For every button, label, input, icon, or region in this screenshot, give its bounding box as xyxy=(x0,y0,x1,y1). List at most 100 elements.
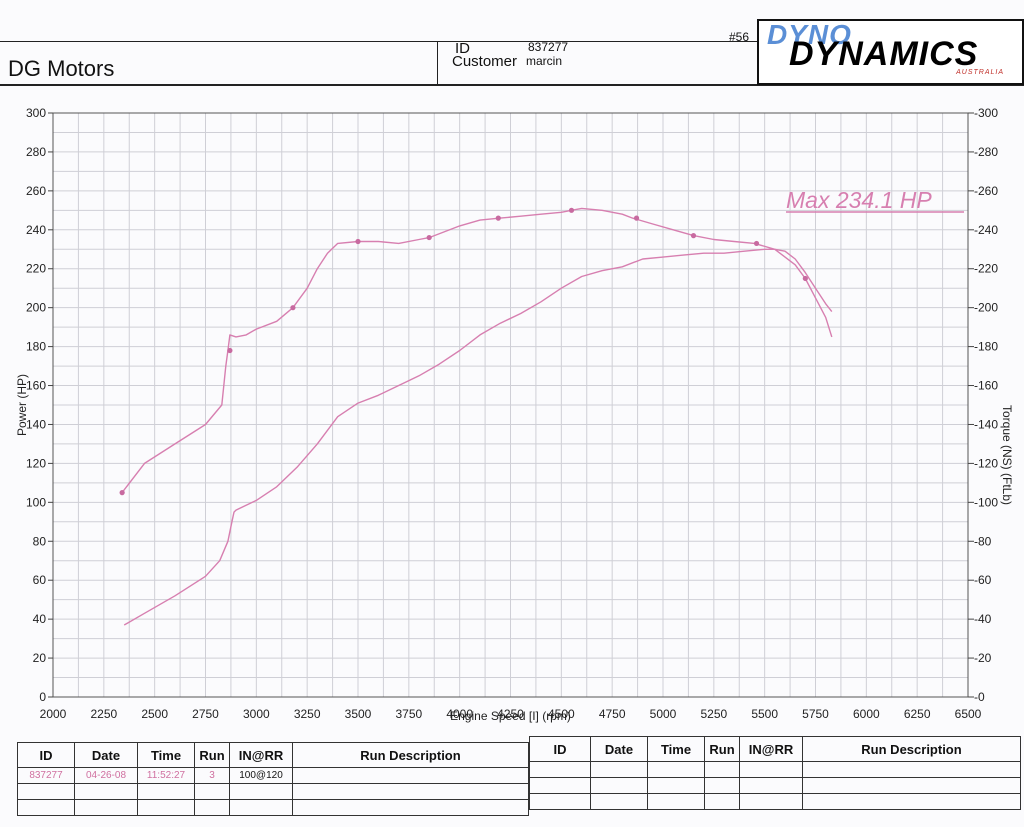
col-inrr: IN@RR xyxy=(739,736,803,762)
table-row xyxy=(529,777,1021,794)
y2-tick-label: -260 xyxy=(974,184,998,198)
y-tick-label: 160 xyxy=(26,379,46,393)
table-row xyxy=(529,761,1021,778)
y2-axis-ticks: -0 -20 -40 -60 -80 -100 -120 -140 -160 -180 -200 -2… xyxy=(968,106,998,704)
y-axis-ticks: 0 20 40 60 80 100 120 140 160 180 200 220 240 260 280 3… xyxy=(26,106,53,704)
table-row xyxy=(529,793,1021,810)
col-time: Time xyxy=(647,736,705,762)
curve-point xyxy=(633,215,640,221)
y2-tick-label: -180 xyxy=(974,340,998,354)
runs-header-row: ID Date Time Run IN@RR Run Description xyxy=(529,736,1021,762)
x-tick-label: 4500 xyxy=(548,707,575,721)
y-tick-label: 140 xyxy=(26,417,46,431)
chart-grid xyxy=(52,112,969,698)
y2-tick-label: -200 xyxy=(974,301,998,315)
y-tick-label: 300 xyxy=(26,106,46,120)
col-id: ID xyxy=(529,736,591,762)
curve-point xyxy=(802,275,808,282)
curve-point xyxy=(690,233,697,239)
header-top-rule xyxy=(0,41,757,42)
power-curve xyxy=(121,207,833,494)
header-bottom-rule xyxy=(0,84,1024,86)
x-tick-label: 5500 xyxy=(751,707,778,721)
y-tick-label: 220 xyxy=(26,262,46,276)
y-tick-label: 20 xyxy=(33,651,47,665)
logo-line-2: DYNAMICS xyxy=(789,35,979,73)
y2-tick-label: -300 xyxy=(974,106,998,120)
runs-table-right: ID Date Time Run IN@RR Run Description xyxy=(529,736,1021,810)
col-date: Date xyxy=(590,736,648,762)
id-value: 837277 xyxy=(528,40,569,54)
x-tick-label: 4000 xyxy=(446,707,473,721)
y-tick-label: 240 xyxy=(26,223,46,237)
col-run: Run xyxy=(704,736,740,762)
x-tick-label: 2750 xyxy=(192,707,219,721)
run-number: 3 xyxy=(194,767,230,784)
col-inrr: IN@RR xyxy=(229,742,293,768)
runs-header-row: ID Date Time Run IN@RR Run Description xyxy=(17,742,529,768)
table-row: 837277 04-26-08 11:52:27 3 100@120 xyxy=(17,767,529,784)
table-row xyxy=(17,783,529,800)
y-axis-label: Power (HP) xyxy=(15,374,29,436)
x-tick-label: 5250 xyxy=(700,707,727,721)
y2-tick-label: -20 xyxy=(974,651,992,665)
run-time: 11:52:27 xyxy=(137,767,195,784)
curve-point xyxy=(355,238,361,245)
x-tick-label: 6500 xyxy=(955,707,982,721)
plot-frame xyxy=(52,112,969,698)
x-tick-label: 2250 xyxy=(90,707,117,721)
run-date: 04-26-08 xyxy=(74,767,138,784)
y-tick-label: 80 xyxy=(33,534,47,548)
y-tick-label: 260 xyxy=(26,184,46,198)
y2-tick-label: -40 xyxy=(974,612,992,626)
customer-value: marcin xyxy=(526,54,563,68)
y-tick-label: 200 xyxy=(26,301,46,315)
run-inrr: 100@120 xyxy=(229,767,293,784)
y2-tick-label: -120 xyxy=(974,456,998,470)
x-tick-label: 6000 xyxy=(853,707,880,721)
logo-line-1: DYNO xyxy=(767,19,852,50)
y2-axis-label: Torque (NS) (FtLb) xyxy=(1000,405,1014,505)
y-tick-label: 120 xyxy=(26,456,46,470)
run-id: 837277 xyxy=(17,767,75,784)
col-time: Time xyxy=(137,742,195,768)
col-run: Run xyxy=(194,742,230,768)
run-desc xyxy=(292,767,529,784)
curve-point xyxy=(227,347,233,354)
y2-tick-label: -240 xyxy=(974,223,998,237)
x-axis-label: Engine Speed [I] (rpm) xyxy=(450,709,571,723)
runs-table-left: ID Date Time Run IN@RR Run Description 8… xyxy=(17,742,529,816)
torque-curve xyxy=(123,248,833,626)
y2-tick-label: -140 xyxy=(974,417,998,431)
dyno-dynamics-logo: DYNO DYNAMICS AUSTRALIA xyxy=(757,19,1024,85)
x-axis-ticks: 2000 2250 2500 2750 3000 3250 3500 3750 4000 4250… xyxy=(40,707,982,721)
x-tick-label: 3250 xyxy=(294,707,321,721)
x-tick-label: 4750 xyxy=(599,707,626,721)
y2-tick-label: -220 xyxy=(974,262,998,276)
header-divider xyxy=(437,41,438,85)
max-power-annotation: Max 234.1 HP xyxy=(786,187,932,213)
x-tick-label: 3750 xyxy=(395,707,422,721)
curve-point xyxy=(119,490,125,496)
y-tick-label: 0 xyxy=(39,690,46,704)
col-id: ID xyxy=(17,742,75,768)
x-tick-label: 5000 xyxy=(650,707,677,721)
col-date: Date xyxy=(74,742,138,768)
y2-tick-label: -80 xyxy=(974,534,992,548)
customer-label: Customer xyxy=(452,53,518,70)
y2-tick-label: -60 xyxy=(974,573,992,587)
col-run-description: Run Description xyxy=(292,742,529,768)
sheet-number: #56 xyxy=(729,30,750,44)
col-run-description: Run Description xyxy=(802,736,1021,762)
x-tick-label: 3000 xyxy=(243,707,270,721)
curve-point xyxy=(290,305,296,311)
x-tick-label: 4250 xyxy=(497,707,524,721)
x-tick-label: 5750 xyxy=(802,707,829,721)
y-tick-label: 60 xyxy=(33,573,47,587)
y-tick-label: 280 xyxy=(26,145,46,159)
company-name: DG Motors xyxy=(8,56,115,81)
x-tick-label: 2000 xyxy=(40,707,67,721)
curve-point xyxy=(426,234,432,241)
